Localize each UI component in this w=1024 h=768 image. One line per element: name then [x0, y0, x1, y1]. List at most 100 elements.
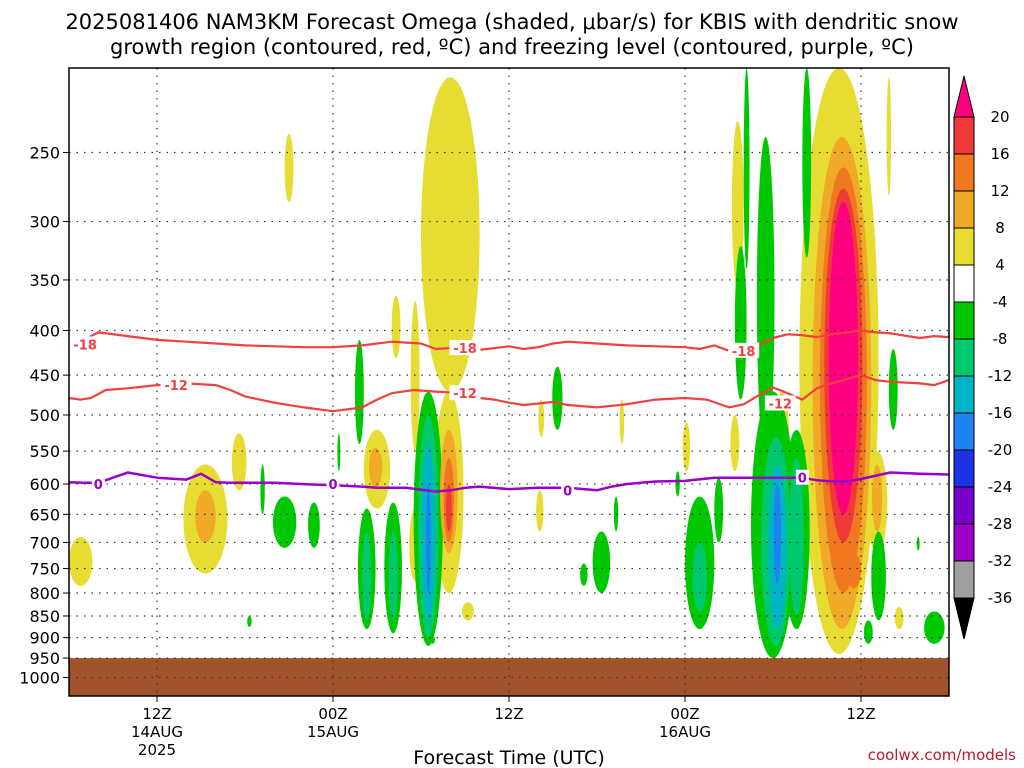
contour-label-bg: [69, 336, 101, 352]
omega-cell-up: [391, 295, 401, 358]
y-tick-label: 700: [29, 533, 60, 552]
colorbar-tick-label: -24: [988, 478, 1013, 496]
omega-cell-up: [410, 300, 420, 452]
contour-label: 0: [798, 472, 807, 487]
contour-label-bg: [449, 340, 481, 356]
chart-title-line2: growth region (contoured, red, ºC) and f…: [110, 35, 914, 59]
colorbar-swatch: [953, 375, 975, 414]
chart-title-line1: 2025081406 NAM3KM Forecast Omega (shaded…: [65, 10, 958, 34]
colorbar-tick-label: -12: [988, 367, 1013, 385]
omega-cell-down: [888, 348, 898, 430]
omega-cell-up: [69, 536, 93, 586]
x-tick-label: 00Z: [670, 705, 699, 723]
omega-cell-up: [536, 490, 544, 532]
contour-label: -12: [453, 387, 477, 402]
colorbar-tick-label: -32: [988, 552, 1013, 570]
omega-cell-up: [619, 399, 625, 445]
y-tick-label: 450: [29, 366, 60, 385]
contour-label: -12: [769, 397, 793, 412]
colorbar-bottom-arrow: [953, 597, 975, 640]
omega-cell-down: [580, 563, 588, 586]
colorbar-tick-label: -4: [993, 293, 1008, 311]
omega-cell-down: [430, 635, 435, 644]
omega-cell-up: [421, 77, 480, 392]
colorbar-swatch: [953, 449, 975, 488]
omega-shading: [69, 68, 945, 659]
omega-cell-down: [592, 531, 611, 594]
contour-label-bg: [326, 476, 340, 492]
x-tick-label: 12Z: [142, 705, 171, 723]
omega-cell-down: [308, 502, 320, 548]
omega-cell-up: [894, 606, 904, 630]
omega-cell-down: [789, 457, 804, 616]
contour-label: 0: [328, 478, 337, 493]
omega-cell-down: [692, 542, 708, 612]
contour-label: -18: [453, 342, 477, 357]
omega-cell-up: [231, 433, 247, 491]
site-credit: coolwx.com/models: [868, 746, 1016, 764]
contour-label: -12: [164, 379, 188, 394]
omega-cell-up: [846, 553, 862, 589]
y-tick-label: 1000: [19, 669, 60, 688]
omega-cell-down: [426, 484, 431, 594]
omega-cell-down: [802, 68, 812, 258]
y-tick-label: 850: [29, 607, 60, 626]
omega-cell-down: [916, 536, 920, 551]
colorbar: 20 16 12 8 4 -4 -8 -12 -16 -20 -24 -28 -32 -36: [953, 75, 1013, 640]
contour-minus12: [69, 374, 949, 413]
y-tick-label: 800: [29, 584, 60, 603]
omega-cell-up: [368, 447, 383, 488]
omega-cell-down: [613, 496, 619, 532]
x-tick-date: 15AUG: [307, 723, 359, 741]
colorbar-tick-label: -36: [988, 589, 1013, 607]
colorbar-tick-label: 4: [995, 256, 1005, 274]
omega-cell-down: [272, 496, 297, 548]
colorbar-tick-label: -16: [988, 404, 1013, 422]
colorbar-top-arrow: [953, 75, 975, 118]
contour-label: 0: [563, 484, 572, 499]
colorbar-tick-label: 20: [990, 108, 1009, 126]
omega-cell-down: [743, 68, 750, 269]
contour-label: -18: [732, 345, 756, 360]
y-tick-label: 900: [29, 629, 60, 648]
y-tick-label: 600: [29, 475, 60, 494]
y-tick-label: 950: [29, 649, 60, 668]
colorbar-swatch: [953, 560, 975, 599]
colorbar-swatch: [953, 412, 975, 451]
x-tick-date: 16AUG: [659, 723, 711, 741]
ground-surface: [69, 658, 949, 696]
x-tick-label: 00Z: [318, 705, 347, 723]
omega-cell-up: [682, 422, 691, 472]
omega-cell-down: [337, 433, 341, 472]
colorbar-tick-label: -28: [988, 515, 1013, 533]
contour-label-bg: [764, 395, 796, 411]
omega-cell-up: [284, 133, 294, 203]
colorbar-tick-label: 16: [990, 145, 1009, 163]
omega-cell-down: [714, 477, 724, 543]
omega-cell-down: [863, 620, 873, 644]
contour-labels: -18 -18 -18 -12 -12 -12 0 0 0 0: [69, 336, 809, 499]
omega-cell-down: [756, 137, 775, 458]
y-tick-label: 550: [29, 442, 60, 461]
y-tick-label: 500: [29, 406, 60, 425]
omega-cell-down: [773, 484, 782, 584]
contour-label-bg: [91, 476, 105, 492]
colorbar-swatch: [953, 190, 975, 229]
omega-cell-down: [871, 531, 886, 621]
omega-cell-up: [462, 602, 474, 621]
x-tick-label: 12Z: [846, 705, 875, 723]
omega-cell-down: [355, 339, 364, 445]
colorbar-swatch: [953, 523, 975, 562]
omega-cell-down: [388, 531, 398, 621]
y-tick-label: 250: [29, 144, 60, 163]
x-tick-year: 2025: [138, 741, 176, 759]
contour-label-bg: [449, 385, 481, 401]
colorbar-swatch: [953, 338, 975, 377]
omega-cell-down: [362, 531, 372, 621]
colorbar-tick-label: 12: [990, 182, 1009, 200]
contour-minus18: [69, 329, 949, 352]
omega-cell-down: [734, 245, 747, 400]
omega-cell-down: [247, 615, 252, 627]
